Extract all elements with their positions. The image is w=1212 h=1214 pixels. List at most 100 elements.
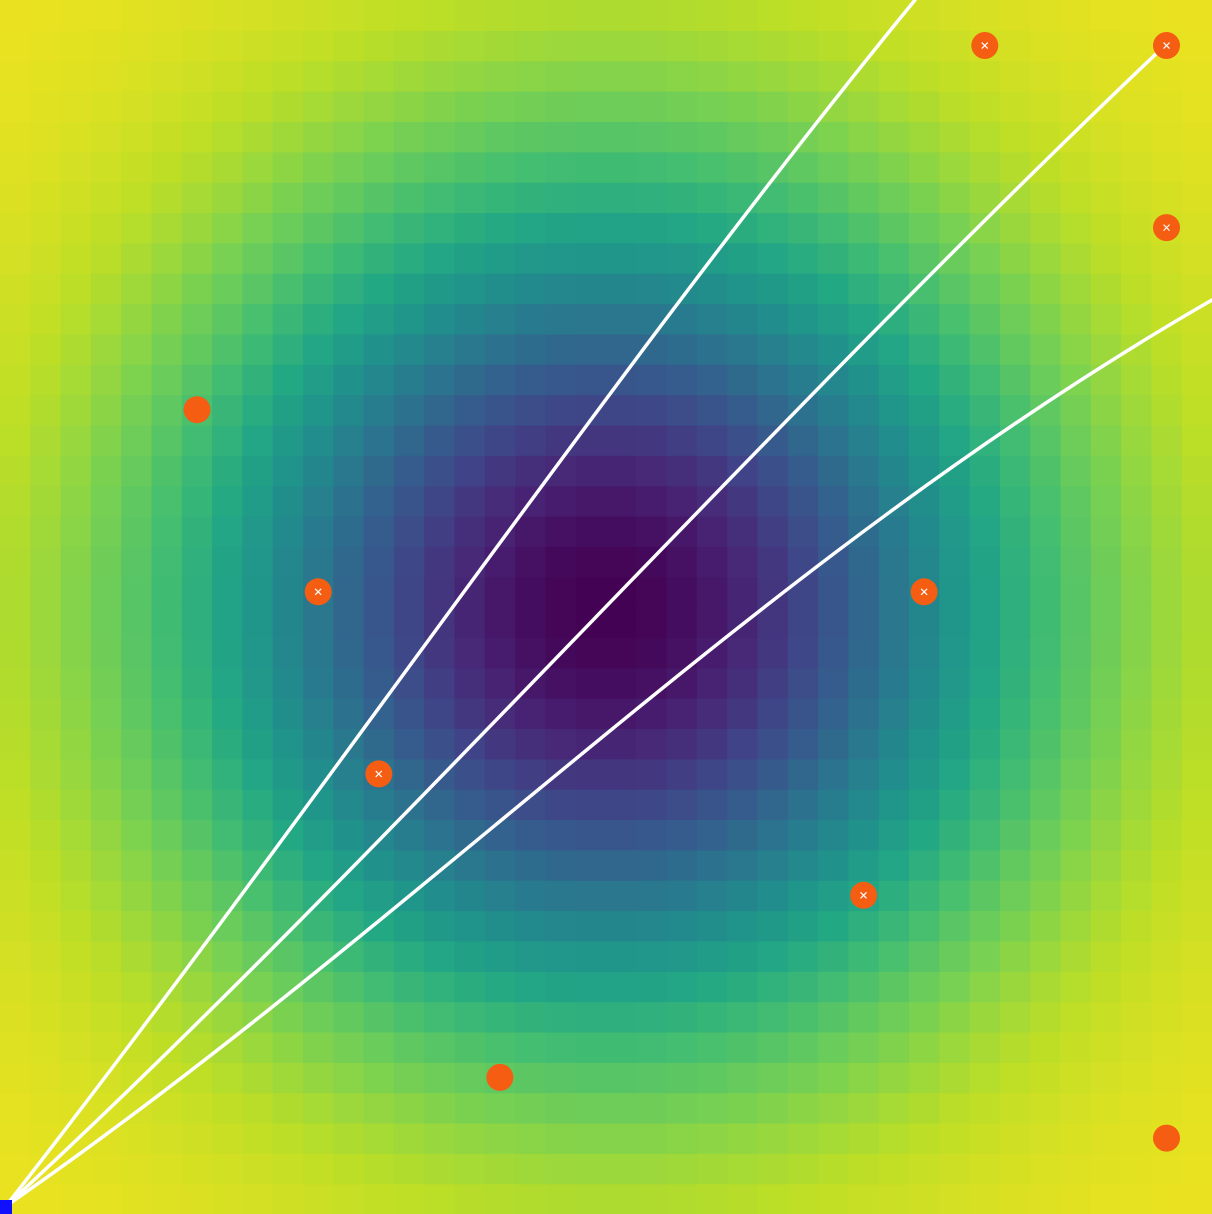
field-cell — [242, 0, 274, 31]
field-cell — [121, 1183, 153, 1214]
field-cell — [696, 151, 728, 183]
field-cell — [484, 455, 516, 487]
field-cell — [30, 940, 62, 972]
field-cell — [151, 728, 183, 760]
field-cell — [848, 576, 880, 608]
field-cell — [1181, 60, 1212, 92]
field-cell — [848, 394, 880, 426]
field-cell — [424, 758, 456, 790]
field-cell — [969, 667, 1001, 699]
field-cell — [272, 1122, 304, 1154]
field-cell — [60, 758, 92, 790]
field-cell — [666, 242, 698, 274]
field-cell — [454, 30, 486, 62]
field-cell — [90, 0, 122, 31]
field-cell — [363, 394, 395, 426]
field-cell — [242, 940, 274, 972]
field-cell — [1121, 60, 1152, 92]
field-cell — [545, 546, 577, 578]
field-cell — [727, 485, 759, 517]
field-cell — [727, 303, 759, 335]
field-cell — [1030, 515, 1062, 547]
field-cell — [393, 424, 425, 456]
field-cell — [848, 151, 880, 183]
field-cell — [272, 333, 304, 365]
field-cell — [666, 515, 698, 547]
field-cell — [878, 60, 910, 92]
field-cell — [515, 242, 546, 274]
field-cell — [1121, 515, 1152, 547]
field-cell — [30, 758, 62, 790]
field-cell — [1030, 576, 1062, 608]
field-cell — [727, 546, 759, 578]
field-cell — [909, 1031, 940, 1063]
field-cell — [878, 455, 910, 487]
field-cell — [818, 455, 849, 487]
target-dot[interactable] — [365, 760, 393, 788]
field-cell — [212, 546, 243, 578]
field-cell — [848, 1092, 880, 1124]
target-dot[interactable] — [1153, 214, 1180, 242]
field-cell — [818, 1183, 849, 1214]
field-cell — [272, 880, 304, 912]
field-cell — [1030, 60, 1062, 92]
field-cell — [939, 30, 971, 62]
target-dot[interactable] — [1153, 32, 1180, 59]
field-cell — [606, 333, 637, 365]
field-cell — [666, 971, 698, 1003]
field-cell — [666, 849, 698, 881]
target-dot[interactable] — [910, 578, 938, 606]
field-cell — [212, 1153, 243, 1185]
field-cell — [90, 485, 122, 517]
field-cell — [90, 819, 122, 851]
field-cell — [393, 303, 425, 335]
target-dot[interactable] — [971, 32, 999, 59]
field-cell — [878, 1153, 910, 1185]
field-cell — [727, 1122, 759, 1154]
target-dot[interactable] — [183, 396, 211, 424]
field-cell — [787, 212, 819, 244]
field-cell — [242, 273, 274, 305]
field-cell — [242, 789, 274, 821]
field-cell — [606, 819, 637, 851]
field-cell — [696, 30, 728, 62]
target-dot[interactable] — [1153, 1124, 1180, 1152]
field-cell — [90, 30, 122, 62]
field-cell — [60, 424, 92, 456]
field-cell — [0, 30, 31, 62]
field-cell — [575, 151, 607, 183]
field-cell — [303, 698, 334, 729]
player-marker[interactable] — [0, 1200, 12, 1214]
field-cell — [606, 971, 637, 1003]
field-cell — [969, 485, 1001, 517]
field-cell — [454, 698, 486, 729]
target-dot[interactable] — [850, 881, 878, 909]
field-cell — [1030, 940, 1062, 972]
field-cell — [787, 182, 819, 214]
field-cell — [909, 728, 940, 760]
field-cell — [333, 1092, 365, 1124]
field-cell — [1060, 1062, 1092, 1094]
field-cell — [727, 910, 759, 942]
field-cell — [666, 758, 698, 790]
field-cell — [181, 91, 213, 122]
target-dot[interactable] — [304, 578, 332, 606]
field-cell — [303, 667, 334, 699]
field-cell — [575, 667, 607, 699]
field-cell — [60, 849, 92, 881]
target-dot[interactable] — [486, 1063, 514, 1091]
field-cell — [969, 607, 1001, 638]
field-cell — [0, 485, 31, 517]
field-cell — [242, 121, 274, 153]
field-cell — [272, 91, 304, 122]
field-cell — [545, 91, 577, 122]
field-cell — [1030, 758, 1062, 790]
field-cell — [363, 1001, 395, 1033]
field-cell — [848, 1122, 880, 1154]
field-cell — [121, 121, 153, 153]
field-cell — [363, 303, 395, 335]
field-cell — [787, 728, 819, 760]
field-cell — [727, 849, 759, 881]
field-cell — [151, 364, 183, 396]
